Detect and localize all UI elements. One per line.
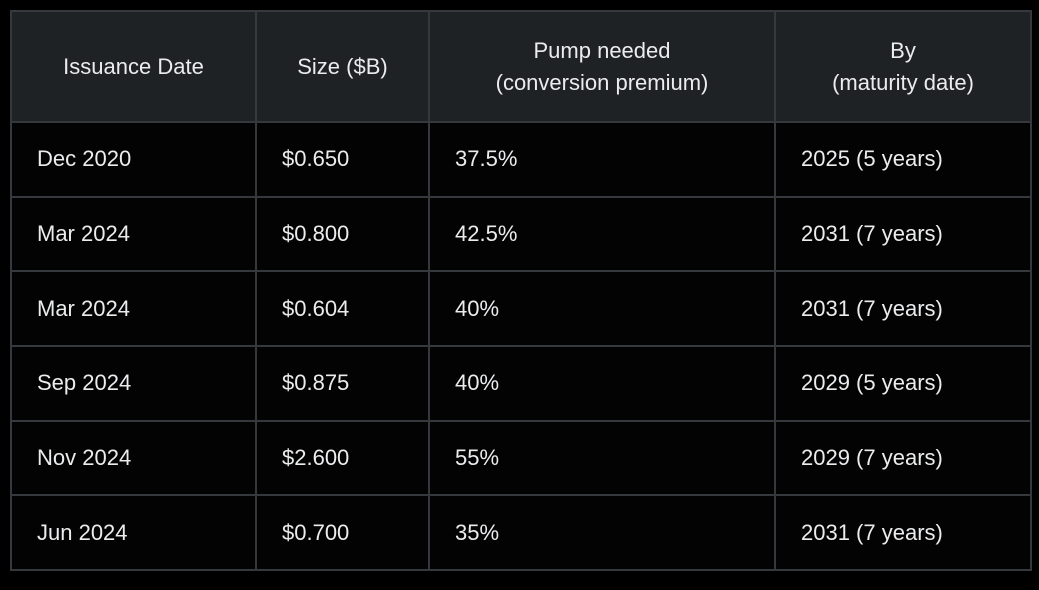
cell-issuance-date: Mar 2024 (10, 270, 257, 347)
cell-by-maturity: 2025 (5 years) (774, 121, 1032, 198)
table-row: Nov 2024 $2.600 55% 2029 (7 years) (10, 419, 1032, 497)
header-line: Issuance Date (63, 53, 204, 79)
cell-size: $0.604 (255, 270, 430, 347)
header-line: (conversion premium) (495, 69, 709, 95)
cell-issuance-date: Sep 2024 (10, 344, 257, 422)
cell-pump-needed: 55% (428, 419, 776, 497)
column-header-by-maturity: By (maturity date) (774, 10, 1032, 123)
cell-by-maturity: 2031 (7 years) (774, 494, 1032, 571)
column-header-pump-needed: Pump needed (conversion premium) (428, 10, 776, 123)
cell-pump-needed: 37.5% (428, 121, 776, 198)
cell-by-maturity: 2029 (5 years) (774, 344, 1032, 422)
cell-issuance-date: Mar 2024 (10, 195, 257, 273)
cell-by-maturity: 2031 (7 years) (774, 195, 1032, 273)
column-header-size: Size ($B) (255, 10, 430, 123)
issuance-table-container: Issuance Date Size ($B) Pump needed (conv… (10, 10, 1032, 571)
cell-issuance-date: Nov 2024 (10, 419, 257, 497)
column-header-issuance-date: Issuance Date (10, 10, 257, 123)
cell-by-maturity: 2029 (7 years) (774, 419, 1032, 497)
header-line: (maturity date) (832, 69, 974, 95)
cell-pump-needed: 40% (428, 270, 776, 347)
cell-size: $2.600 (255, 419, 430, 497)
table-row: Jun 2024 $0.700 35% 2031 (7 years) (10, 494, 1032, 571)
table-row: Mar 2024 $0.604 40% 2031 (7 years) (10, 270, 1032, 347)
header-line: Pump needed (533, 37, 671, 63)
cell-size: $0.650 (255, 121, 430, 198)
cell-size: $0.800 (255, 195, 430, 273)
cell-size: $0.875 (255, 344, 430, 422)
cell-issuance-date: Jun 2024 (10, 494, 257, 571)
issuance-table: Issuance Date Size ($B) Pump needed (conv… (10, 10, 1032, 571)
header-line: By (890, 37, 916, 63)
table-header-row: Issuance Date Size ($B) Pump needed (conv… (10, 10, 1032, 123)
cell-issuance-date: Dec 2020 (10, 121, 257, 198)
header-line: Size ($B) (297, 53, 388, 79)
cell-size: $0.700 (255, 494, 430, 571)
table-row: Sep 2024 $0.875 40% 2029 (5 years) (10, 344, 1032, 422)
table-row: Dec 2020 $0.650 37.5% 2025 (5 years) (10, 121, 1032, 198)
cell-by-maturity: 2031 (7 years) (774, 270, 1032, 347)
cell-pump-needed: 42.5% (428, 195, 776, 273)
cell-pump-needed: 40% (428, 344, 776, 422)
cell-pump-needed: 35% (428, 494, 776, 571)
table-row: Mar 2024 $0.800 42.5% 2031 (7 years) (10, 195, 1032, 273)
